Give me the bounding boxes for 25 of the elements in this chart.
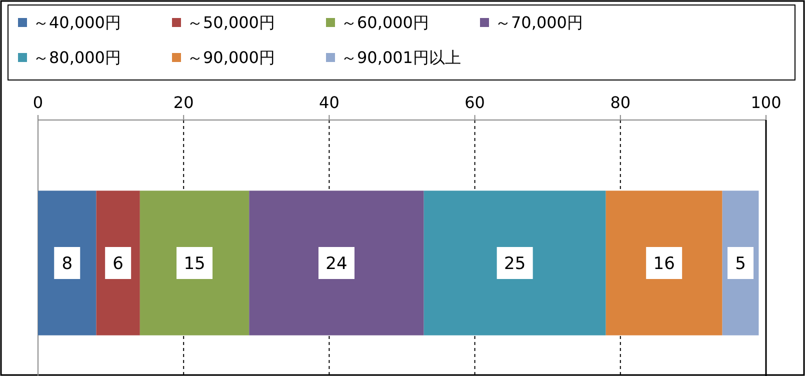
legend-label: ～50,000円 — [187, 13, 275, 32]
bar — [140, 190, 250, 336]
data-label: 8 — [62, 254, 73, 274]
legend-label: ～80,000円 — [33, 48, 121, 67]
x-tick-label: 40 — [319, 93, 340, 112]
data-label: 5 — [735, 254, 746, 274]
data-label: 15 — [184, 254, 206, 274]
legend-label: ～60,000円 — [341, 13, 429, 32]
bar — [38, 190, 96, 336]
x-tick-label: 80 — [610, 93, 631, 112]
bar — [606, 190, 722, 336]
bar — [249, 190, 424, 336]
x-tick-label: 60 — [464, 93, 485, 112]
bar — [424, 190, 606, 336]
legend-label: ～90,000円 — [187, 48, 275, 67]
x-tick-label: 0 — [32, 93, 44, 112]
x-tick-label: 100 — [750, 93, 782, 112]
data-label: 16 — [653, 254, 675, 274]
x-tick-label: 20 — [173, 93, 194, 112]
legend-label: ～70,000円 — [495, 13, 583, 32]
legend-label: ～90,001円以上 — [341, 48, 461, 67]
data-label: 6 — [112, 254, 124, 274]
data-label: 25 — [504, 254, 526, 274]
legend-label: ～40,000円 — [33, 13, 121, 32]
data-label: 24 — [326, 254, 348, 274]
